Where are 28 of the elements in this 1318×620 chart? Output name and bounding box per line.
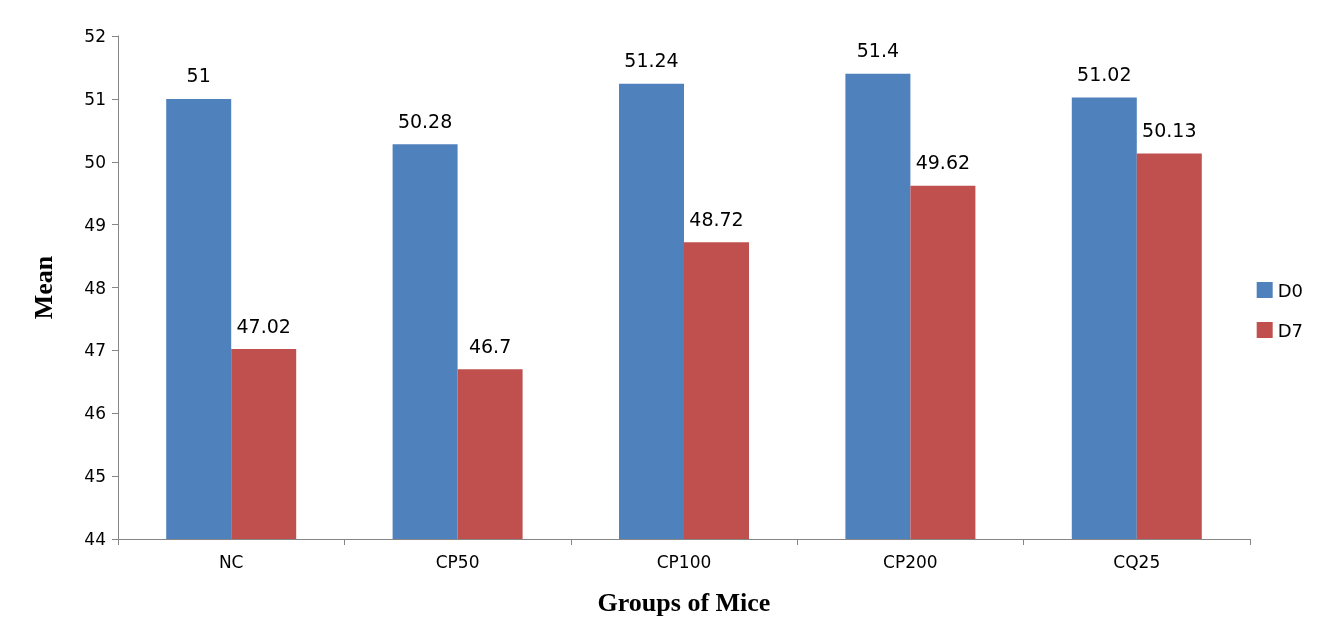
y-tick-label: 44 xyxy=(84,529,106,549)
data-label: 49.62 xyxy=(915,151,971,174)
data-label: 47.02 xyxy=(236,314,291,337)
data-label: 51 xyxy=(186,64,211,87)
data-label: 48.72 xyxy=(689,207,744,230)
y-tick-label: 47 xyxy=(84,340,106,361)
x-axis-title: Groups of Mice xyxy=(597,587,771,617)
legend-label: D7 xyxy=(1277,319,1303,341)
y-tick-label: 49 xyxy=(84,214,106,235)
y-tick-label: 52 xyxy=(84,26,106,46)
data-label: 50.13 xyxy=(1142,119,1197,142)
y-tick-label: 45 xyxy=(84,466,106,487)
y-tick-label: 50 xyxy=(84,151,106,172)
data-label: 46.7 xyxy=(468,334,512,357)
data-label: 51.02 xyxy=(1077,63,1132,86)
y-tick-label: 46 xyxy=(84,403,106,424)
legend-label: D0 xyxy=(1277,279,1303,301)
y-tick-label: 51 xyxy=(84,88,106,109)
y-tick-label: 48 xyxy=(84,277,106,298)
x-tick-label: CP200 xyxy=(883,551,938,572)
x-tick-label: CQ25 xyxy=(1113,551,1161,572)
data-label: 51.24 xyxy=(624,49,679,72)
x-tick-label: NC xyxy=(218,551,244,572)
y-axis-title: Mean xyxy=(28,255,58,320)
data-label: 50.28 xyxy=(397,109,453,132)
x-tick-label: CP50 xyxy=(435,551,480,572)
x-tick-label: CP100 xyxy=(656,551,712,572)
data-label: 51.4 xyxy=(856,39,900,62)
